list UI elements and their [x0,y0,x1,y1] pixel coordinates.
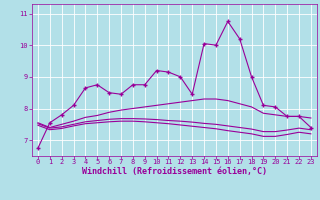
X-axis label: Windchill (Refroidissement éolien,°C): Windchill (Refroidissement éolien,°C) [82,167,267,176]
